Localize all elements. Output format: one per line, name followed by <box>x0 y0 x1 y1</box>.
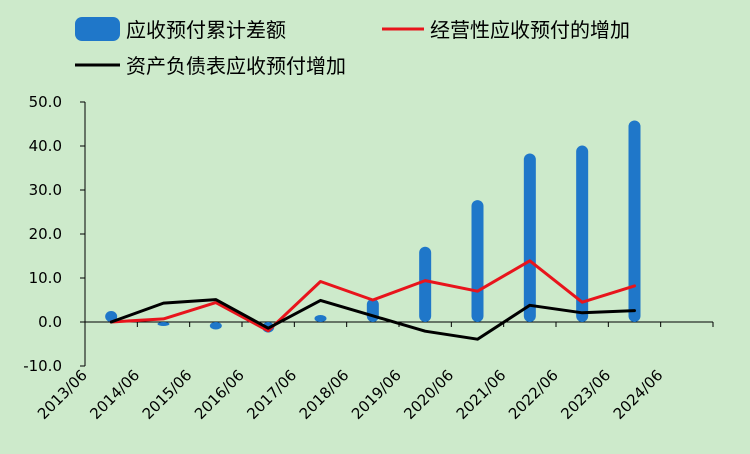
lines <box>109 259 636 341</box>
legend-item-line-2: 资产负债表应收预付增加 <box>75 54 346 78</box>
legend-label-bar: 应收预付累计差额 <box>126 18 286 42</box>
x-tick-label: 2015/06 <box>139 366 196 423</box>
bar <box>314 314 327 322</box>
x-tick-label: 2019/06 <box>348 366 405 423</box>
x-tick-label: 2016/06 <box>191 366 248 423</box>
y-tick-label: 50.0 <box>29 93 62 111</box>
y-tick-label: 30.0 <box>29 181 62 199</box>
x-tick-label: 2022/06 <box>505 366 562 423</box>
x-tick-label: 2024/06 <box>610 366 667 423</box>
bar <box>628 120 641 322</box>
x-tick-label: 2023/06 <box>557 366 614 423</box>
bar <box>419 246 432 322</box>
y-tick-label: 20.0 <box>29 225 62 243</box>
x-tick-label: 2021/06 <box>453 366 510 423</box>
bar <box>523 153 536 322</box>
legend-swatch-bar <box>75 17 120 41</box>
y-ticks: 50.0 40.0 30.0 20.0 10.0 0.0 -10.0 <box>23 93 62 375</box>
x-tick-label: 2018/06 <box>296 366 353 423</box>
bar <box>105 311 118 322</box>
series-line-2 <box>109 298 636 341</box>
x-tick-label: 2020/06 <box>400 366 457 423</box>
legend-item-bar: 应收预付累计差额 <box>75 17 286 42</box>
x-tick-label: 2017/06 <box>243 366 300 423</box>
x-labels: 2013/062014/062015/062016/062017/062018/… <box>34 366 666 423</box>
bars <box>105 120 641 333</box>
legend-item-line-1: 经营性应收预付的增加 <box>382 18 630 42</box>
legend: 应收预付累计差额 经营性应收预付的增加 资产负债表应收预付增加 <box>75 17 630 78</box>
bar <box>157 322 170 326</box>
legend-label-line-1: 经营性应收预付的增加 <box>430 18 630 42</box>
y-tick-label: 0.0 <box>38 313 62 331</box>
legend-label-line-2: 资产负债表应收预付增加 <box>126 54 346 78</box>
y-tick-label: -10.0 <box>23 357 62 375</box>
bar <box>576 145 589 322</box>
y-tick-label: 10.0 <box>29 269 62 287</box>
y-tick-marks <box>80 101 85 367</box>
x-tick-label: 2014/06 <box>86 366 143 423</box>
bar <box>471 200 484 322</box>
series-line-1 <box>109 259 636 333</box>
bar <box>209 322 222 330</box>
y-tick-label: 40.0 <box>29 137 62 155</box>
